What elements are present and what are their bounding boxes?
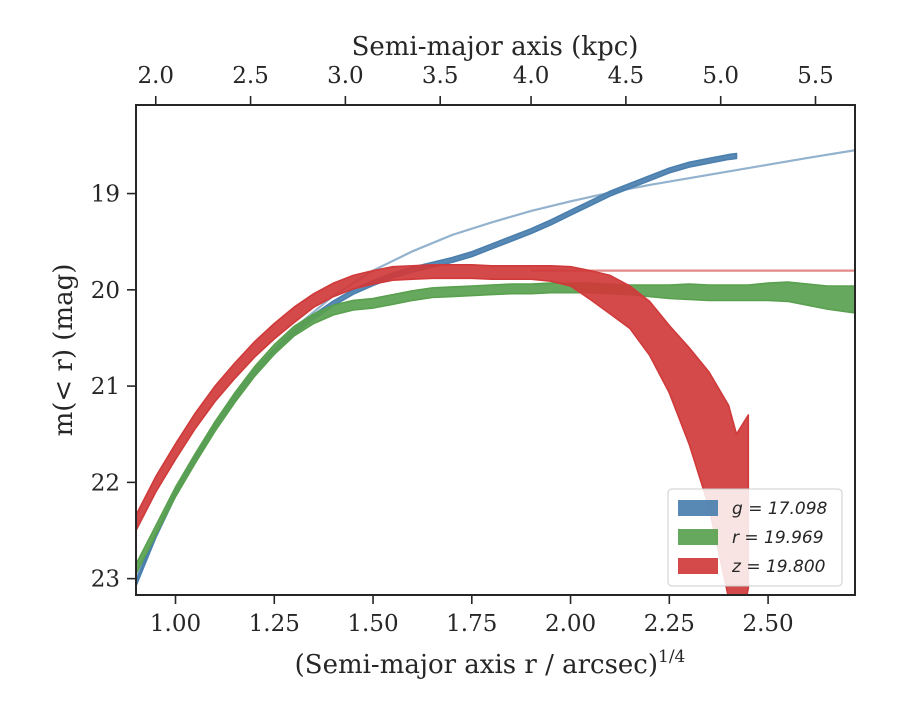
legend-label-r: r = 19.969 <box>732 528 824 548</box>
top-axis: 2.0 2.5 3.0 3.5 4.0 4.5 5.0 5.5 <box>137 63 834 105</box>
series-z-band <box>136 264 750 595</box>
top-tick-label: 5.5 <box>797 63 834 89</box>
top-tick-label: 3.0 <box>327 63 364 89</box>
bottom-tick-label: 1.00 <box>150 611 201 637</box>
legend-swatch-r <box>678 529 718 545</box>
bottom-tick-label: 2.00 <box>545 611 596 637</box>
left-tick-label: 19 <box>91 182 120 208</box>
left-tick-label: 20 <box>91 278 120 304</box>
left-tick-label: 22 <box>91 470 120 496</box>
legend-label-z: z = 19.800 <box>731 557 825 577</box>
top-tick-label: 4.5 <box>608 63 645 89</box>
top-tick-label: 2.5 <box>232 63 269 89</box>
top-axis-title: Semi-major axis (kpc) <box>352 32 639 62</box>
bottom-tick-label: 2.50 <box>742 611 793 637</box>
top-tick-label: 3.5 <box>422 63 459 89</box>
bottom-tick-label: 1.50 <box>347 611 398 637</box>
top-tick-label: 5.0 <box>702 63 739 89</box>
bottom-tick-label: 1.75 <box>446 611 497 637</box>
left-tick-label: 23 <box>91 567 120 593</box>
bottom-axis-title-text: (Semi-major axis r / arcsec) <box>295 650 658 680</box>
legend: g = 17.098 r = 19.969 z = 19.800 <box>667 488 843 587</box>
bottom-axis-title-exponent: 1/4 <box>658 647 685 667</box>
series-r-band <box>136 281 855 575</box>
left-axis: 19 20 21 22 23 <box>91 182 136 593</box>
bottom-axis-title: (Semi-major axis r / arcsec)1/4 <box>295 647 686 680</box>
bottom-tick-label: 2.25 <box>644 611 695 637</box>
bottom-tick-label: 1.25 <box>249 611 300 637</box>
legend-label-g: g = 17.098 <box>732 499 828 519</box>
series-layer <box>136 149 855 595</box>
left-tick-label: 21 <box>91 374 120 400</box>
top-tick-label: 2.0 <box>137 63 174 89</box>
legend-swatch-z <box>678 558 718 574</box>
plot-frame <box>135 104 856 596</box>
bottom-axis: 1.00 1.25 1.50 1.75 2.00 2.25 2.50 <box>150 595 794 637</box>
top-tick-label: 4.0 <box>513 63 550 89</box>
legend-swatch-g <box>678 500 718 516</box>
left-axis-title: m(< r) (mag) <box>49 264 79 437</box>
